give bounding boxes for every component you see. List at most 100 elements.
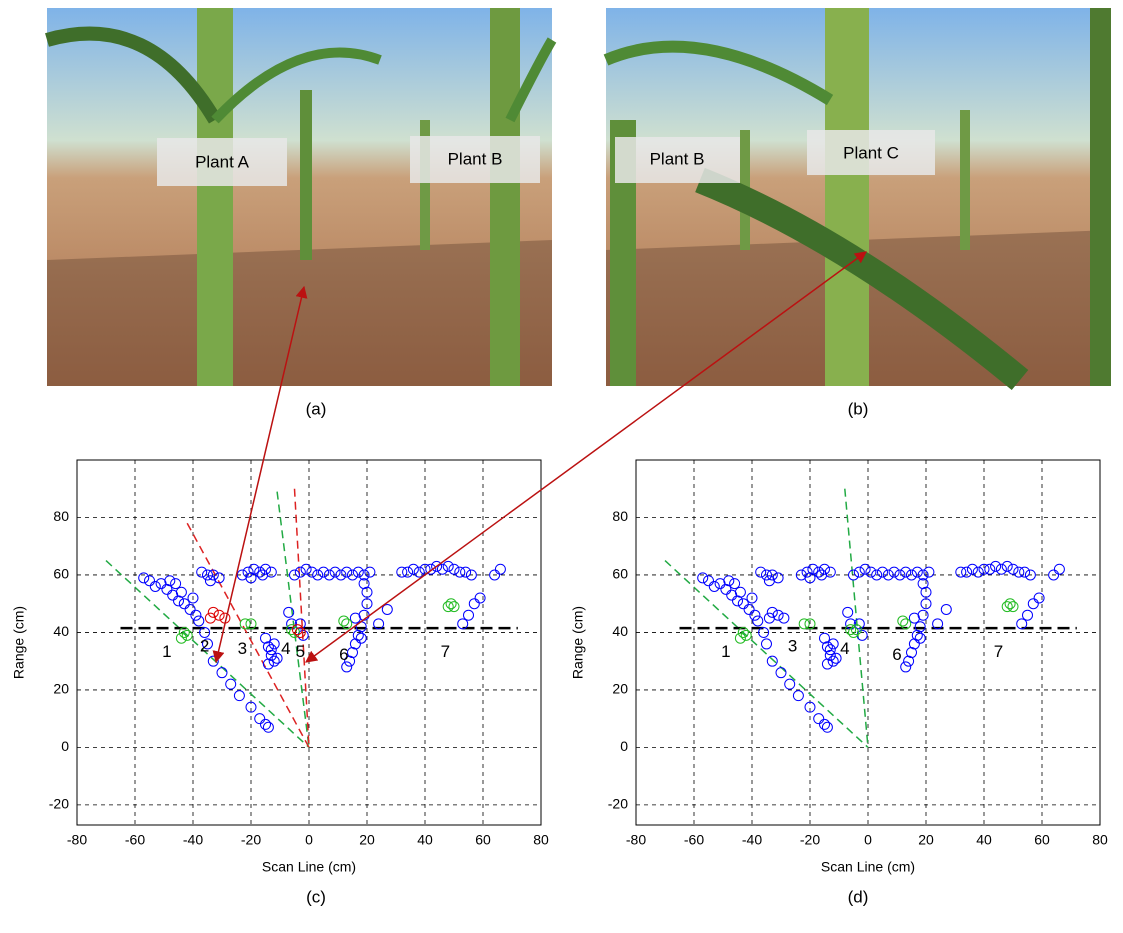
plant-label: Plant B (650, 149, 705, 168)
x-tick-label: 60 (1034, 832, 1050, 848)
photo-a: Plant A Plant B (45, 8, 557, 386)
cluster-label: 4 (281, 639, 290, 658)
point (199, 626, 211, 638)
point (900, 661, 912, 673)
guide-line (186, 522, 310, 748)
point (775, 667, 787, 679)
point (225, 678, 237, 690)
photo-b: Plant B Plant C (603, 8, 1111, 391)
x-tick-label: 60 (475, 832, 491, 848)
cluster-label: 1 (721, 642, 730, 661)
point (819, 718, 830, 730)
y-tick-label: 20 (53, 681, 69, 697)
cluster-label: 3 (788, 636, 797, 655)
point (1053, 563, 1065, 575)
point (138, 572, 150, 584)
x-tick-label: -20 (800, 832, 820, 848)
cluster-label: 4 (840, 639, 849, 658)
point (804, 701, 816, 713)
point (908, 612, 920, 624)
point (882, 569, 894, 581)
point (1001, 560, 1013, 572)
cluster-label: 6 (339, 645, 348, 664)
point (181, 629, 193, 641)
point (245, 701, 257, 713)
point (871, 569, 883, 581)
cluster-label: 7 (994, 642, 1003, 661)
cluster-label: 5 (296, 642, 305, 661)
x-tick-label: 20 (918, 832, 934, 848)
plant-label: Plant A (195, 152, 250, 171)
point (888, 566, 900, 578)
point (972, 566, 984, 578)
y-tick-label: 60 (612, 566, 628, 582)
point (792, 690, 804, 702)
point (923, 566, 935, 578)
point (164, 575, 176, 587)
point (1033, 592, 1045, 604)
point (178, 626, 190, 638)
point (897, 615, 909, 627)
point (1022, 609, 1033, 621)
point (900, 618, 912, 630)
x-tick-label: -40 (742, 832, 762, 848)
point (917, 578, 929, 590)
point (1013, 566, 1025, 578)
y-tick-label: 0 (620, 738, 628, 754)
point (920, 598, 932, 610)
point (906, 569, 917, 581)
x-axis-label: Scan Line (cm) (821, 859, 915, 875)
point (914, 632, 926, 644)
point (914, 621, 926, 633)
x-tick-label: -40 (183, 832, 203, 848)
point (955, 566, 967, 578)
x-tick-label: 40 (976, 832, 992, 848)
point (216, 667, 228, 679)
x-tick-label: -60 (684, 832, 704, 848)
caption: (d) (848, 887, 869, 906)
x-tick-label: 40 (417, 832, 433, 848)
point (262, 721, 274, 733)
cluster-label: 3 (238, 639, 247, 658)
arrow (305, 251, 867, 663)
point (995, 563, 1007, 575)
x-tick-label: 0 (305, 832, 313, 848)
x-tick-label: -60 (125, 832, 145, 848)
y-tick-label: 80 (612, 508, 628, 524)
point (1007, 563, 1019, 575)
x-tick-label: -80 (67, 832, 87, 848)
y-tick-label: 60 (53, 566, 69, 582)
y-tick-label: 40 (53, 623, 69, 639)
point (1024, 569, 1036, 581)
x-tick-label: -80 (626, 832, 646, 848)
point (917, 569, 929, 581)
plot-area (636, 460, 1100, 825)
point (202, 638, 213, 650)
x-tick-label: -20 (241, 832, 261, 848)
plant-label: Plant B (448, 149, 503, 168)
point (260, 718, 271, 730)
point (170, 578, 182, 590)
point (911, 566, 923, 578)
point (233, 690, 245, 702)
point (966, 563, 978, 575)
point (1019, 566, 1031, 578)
y-tick-label: 80 (53, 508, 69, 524)
x-axis-label: Scan Line (cm) (262, 859, 356, 875)
y-tick-label: 0 (61, 738, 69, 754)
y-axis-label: Range (cm) (11, 606, 27, 679)
y-tick-label: -20 (608, 796, 628, 812)
point (1004, 598, 1016, 610)
point (1007, 601, 1019, 613)
point (990, 560, 1002, 572)
point (187, 592, 199, 604)
point (144, 575, 155, 587)
y-tick-label: -20 (49, 796, 69, 812)
point (202, 569, 213, 581)
x-tick-label: 80 (533, 832, 549, 848)
point (984, 563, 996, 575)
cluster-label: 6 (892, 645, 901, 664)
point (1001, 601, 1013, 613)
point (190, 609, 202, 621)
point (900, 566, 912, 578)
